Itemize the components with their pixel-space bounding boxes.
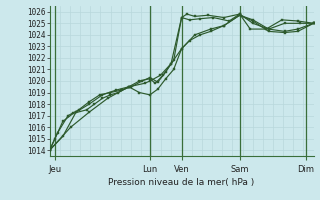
X-axis label: Pression niveau de la mer( hPa ): Pression niveau de la mer( hPa ) bbox=[108, 178, 255, 187]
